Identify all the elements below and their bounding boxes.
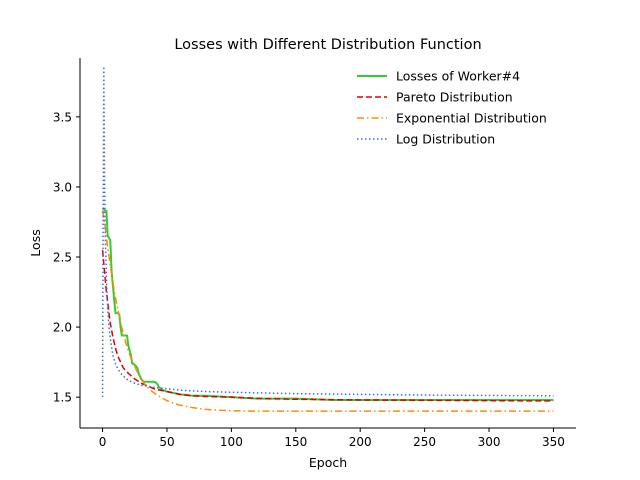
y-tick-label: 1.5	[53, 391, 72, 405]
x-tick-label: 250	[413, 435, 436, 449]
x-tick-label: 200	[349, 435, 372, 449]
x-tick-label: 100	[220, 435, 243, 449]
y-tick-label: 3.0	[53, 180, 72, 194]
y-tick-label: 2.0	[53, 321, 72, 335]
series-line-3	[101, 210, 554, 412]
x-axis-label: Epoch	[309, 455, 347, 470]
legend-label-4: Log Distribution	[396, 132, 495, 147]
x-tick-label: 0	[99, 435, 107, 449]
chart-title: Losses with Different Distribution Funct…	[174, 37, 481, 53]
y-tick-label: 3.5	[53, 110, 72, 124]
series-lines	[101, 65, 554, 412]
legend: Losses of Worker#4 Pareto Distribution Exp…	[357, 69, 547, 147]
legend-label-1: Losses of Worker#4	[396, 69, 520, 84]
series-line-2	[101, 249, 554, 402]
y-axis-label: Loss	[28, 229, 43, 256]
x-tick-label: 150	[284, 435, 307, 449]
x-tick-label: 350	[542, 435, 565, 449]
series-line-4	[101, 65, 554, 398]
x-tick-label: 50	[159, 435, 174, 449]
legend-label-2: Pareto Distribution	[396, 90, 513, 105]
x-tick-label: 300	[478, 435, 501, 449]
y-tick-label: 2.5	[53, 251, 72, 265]
x-axis-ticks: 0 50 100 150 200 250 300 350	[99, 428, 565, 449]
y-axis-ticks: 1.5 2.0 2.5 3.0 3.5	[53, 110, 80, 405]
legend-label-3: Exponential Distribution	[396, 111, 547, 126]
